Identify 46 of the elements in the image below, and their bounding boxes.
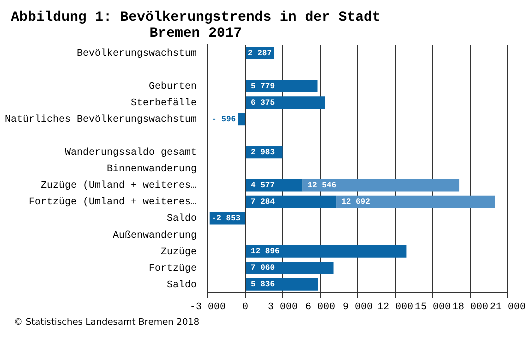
bar [336,196,496,208]
bar [246,196,337,208]
bar [302,179,460,192]
data-label: 6 375 [251,98,276,108]
y-tick-label: Bevölkerungswachstum [77,48,198,60]
x-tick-label: 21 000 [490,302,526,314]
bar [246,96,326,110]
data-label: 5 836 [251,280,276,290]
bar [246,262,334,274]
data-label: 5 779 [251,82,276,92]
y-tick-label: Fortzüge [149,264,198,275]
x-tick-label: 3 000 [268,302,298,314]
data-label: 2 287 [248,49,272,58]
data-label: -2 853 [212,214,241,224]
x-tick-label: 12 000 [378,302,414,314]
bar [246,80,318,93]
y-tick-label: Binnenwanderung [107,164,198,176]
y-tick-label: Zuzüge [161,247,198,258]
bar [246,245,407,258]
y-tick-label: Außenwanderung [113,230,198,242]
y-tick-label: Wanderungssaldo gesamt [65,147,198,160]
y-tick-label: Saldo [167,279,198,292]
x-tick-label: 9 000 [343,302,374,314]
x-tick-label: -3 000 [190,302,226,314]
text: © Statistisches Landesamt Bremen 2018 [14,318,200,328]
x-tick-label: 15 000 [415,302,452,314]
data-label: - 596 [212,115,236,124]
x-tick-label: 6 000 [306,302,336,314]
data-label: 7 060 [251,264,276,274]
x-tick-label: 18 000 [452,302,489,314]
chart-title: Abbildung 1: Bevölkerungstrends in der Stadt Bremen 2017 [10,10,382,42]
data-label: 2 983 [251,148,276,158]
data-label: 12 896 [251,248,280,257]
y-tick-label: Fortzüge (Umland + weiteres… [29,196,198,209]
data-label: 12 692 [342,198,371,208]
data-label: 7 284 [251,198,276,208]
bar [246,278,318,291]
x-tick-label: 0 [242,302,249,314]
y-tick-label: Zuzüge (Umland + weiteres… [41,180,198,192]
data-label: 4 577 [251,182,276,191]
data-label: 12 546 [308,182,337,191]
bar [238,113,246,126]
y-tick-label: Geburten [149,80,198,93]
y-tick-label: Natürliches Bevölkerungswachstum [5,114,198,126]
y-tick-label: Saldo [167,213,198,226]
y-tick-label: Sterbefälle [131,98,198,110]
